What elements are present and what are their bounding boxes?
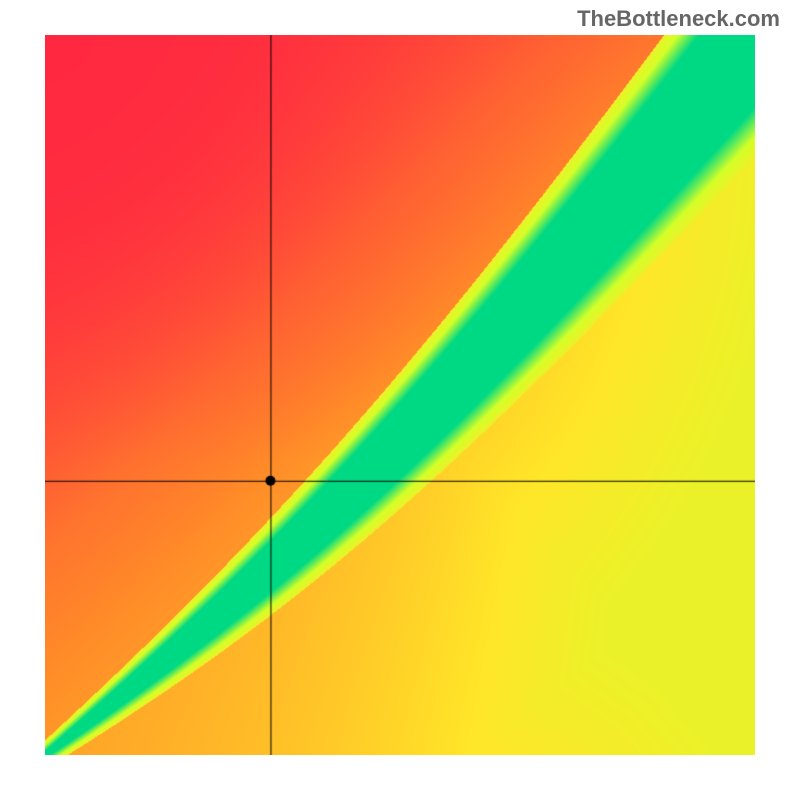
heatmap-canvas	[45, 35, 755, 755]
chart-container: TheBottleneck.com	[0, 0, 800, 800]
bottleneck-heatmap	[45, 35, 755, 755]
watermark-text: TheBottleneck.com	[577, 6, 780, 32]
